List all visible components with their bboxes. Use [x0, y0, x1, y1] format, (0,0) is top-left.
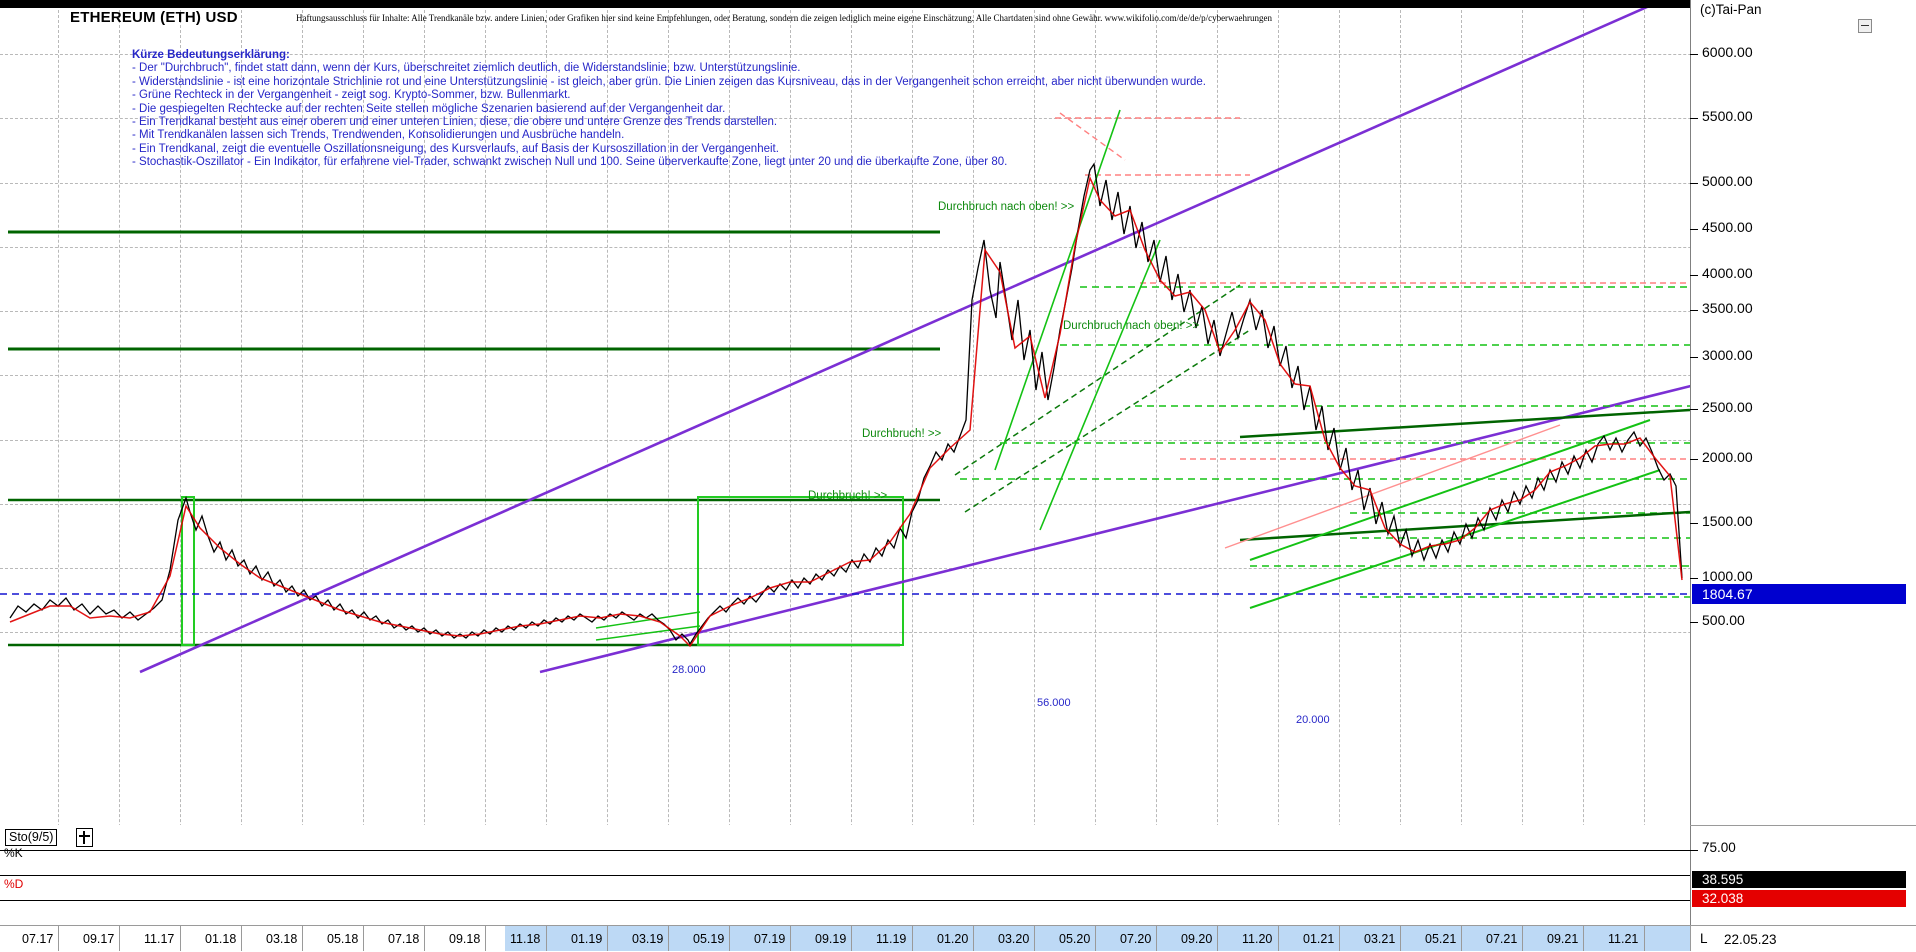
x-tick-5: 05.18 — [327, 932, 359, 946]
legend-line-2: - Grüne Rechteck in der Vergangenheit - … — [132, 89, 571, 102]
x-tick-25: 09.21 — [1547, 932, 1579, 946]
x-tick-22: 03.21 — [1364, 932, 1396, 946]
cursor-marker-label: L — [1700, 931, 1708, 946]
time-axis-selection[interactable] — [505, 926, 1690, 951]
x-tick-23: 05.21 — [1425, 932, 1457, 946]
page-title: ETHEREUM (ETH) USD — [70, 9, 238, 26]
x-tick-24: 07.21 — [1486, 932, 1518, 946]
y-tick-2500: 2500.00 — [1702, 399, 1753, 415]
disclaimer-text: Haftungsausschluss für Inhalte: Alle Tre… — [296, 13, 1273, 23]
x-tick-7: 09.18 — [449, 932, 481, 946]
legend-line-4: - Ein Trendkanal besteht aus einer obere… — [132, 116, 778, 129]
x-tick-10: 03.19 — [632, 932, 664, 946]
indicator-series-d-label: %D — [4, 877, 24, 891]
y-tick-3500: 3500.00 — [1702, 300, 1753, 316]
x-tick-12: 07.19 — [754, 932, 786, 946]
x-tick-13: 09.19 — [815, 932, 847, 946]
x-tick-17: 05.20 — [1059, 932, 1091, 946]
x-tick-1: 09.17 — [83, 932, 115, 946]
legend-heading: Kürze Bedeutungserklärung: — [132, 49, 290, 61]
annotation-volume-2: 56.000 — [1037, 697, 1071, 709]
legend-block: Kürze Bedeutungserklärung: - Der "Durchb… — [132, 49, 1206, 170]
x-tick-8: 11.18 — [510, 932, 541, 946]
annotation-volume-3: 20.000 — [1296, 714, 1330, 726]
cursor-date-label: 22.05.23 — [1724, 932, 1777, 947]
y-tick-1000: 1000.00 — [1702, 568, 1753, 584]
y-tick-5000: 5000.00 — [1702, 173, 1753, 189]
annotation-volume-1: 28.000 — [672, 664, 706, 676]
annotation-breakout-3: Durchbruch! >> — [862, 428, 942, 440]
indicator-panel — [0, 825, 1690, 925]
x-tick-20: 11.20 — [1242, 932, 1273, 946]
legend-line-0: - Der "Durchbruch", findet statt dann, w… — [132, 62, 801, 75]
y-tick-2000: 2000.00 — [1702, 449, 1753, 465]
indicator-expand-button[interactable] — [76, 828, 93, 847]
annotation-breakout-2: Durchbruch nach oben! >> — [1063, 320, 1200, 332]
last-price-badge: 1804.67 — [1692, 584, 1906, 604]
legend-line-7: - Stochastik-Oszillator - Ein Indikator,… — [132, 156, 1008, 169]
price-axis[interactable] — [1690, 0, 1916, 925]
y-tick-4500: 4500.00 — [1702, 219, 1753, 235]
annotation-breakout-1: Durchbruch nach oben! >> — [938, 201, 1075, 213]
x-tick-3: 01.18 — [205, 932, 237, 946]
x-tick-14: 11.19 — [876, 932, 907, 946]
indicator-value-d: 32.038 — [1692, 890, 1906, 907]
legend-line-3: - Die gespiegelten Rechtecke auf der rec… — [132, 102, 726, 115]
x-tick-4: 03.18 — [266, 932, 298, 946]
x-tick-11: 05.19 — [693, 932, 725, 946]
legend-line-5: - Mit Trendkanälen lassen sich Trends, T… — [132, 129, 625, 142]
indicator-value-k: 38.595 — [1692, 871, 1906, 888]
x-tick-9: 01.19 — [571, 932, 603, 946]
indicator-name-label[interactable]: Sto(9/5) — [5, 829, 58, 846]
legend-line-1: - Widerstandslinie - ist eine horizontal… — [132, 75, 1206, 88]
x-tick-19: 09.20 — [1181, 932, 1213, 946]
title-bar — [0, 0, 1690, 8]
y-tick-1500: 1500.00 — [1702, 513, 1753, 529]
price-axis-divider — [1690, 0, 1691, 925]
copyright-label: (c)Tai-Pan — [1700, 2, 1762, 17]
y-tick-5500: 5500.00 — [1702, 108, 1753, 124]
y-tick-3000: 3000.00 — [1702, 347, 1753, 363]
legend-line-6: - Ein Trendkanal, zeigt die eventuelle O… — [132, 142, 779, 155]
y-tick-6000: 6000.00 — [1702, 44, 1753, 60]
annotation-breakout-4: Durchbruch! >> — [808, 490, 888, 502]
x-tick-0: 07.17 — [22, 932, 54, 946]
x-tick-18: 07.20 — [1120, 932, 1152, 946]
y-tick-4000: 4000.00 — [1702, 265, 1753, 281]
x-tick-16: 03.20 — [998, 932, 1030, 946]
x-tick-15: 01.20 — [937, 932, 969, 946]
x-tick-6: 07.18 — [388, 932, 420, 946]
indicator-tick-75: 75.00 — [1702, 840, 1736, 855]
x-tick-21: 01.21 — [1303, 932, 1335, 946]
axis-collapse-button[interactable] — [1858, 19, 1872, 33]
x-tick-2: 11.17 — [144, 932, 175, 946]
y-tick-500: 500.00 — [1702, 612, 1745, 628]
x-tick-26: 11.21 — [1608, 932, 1639, 946]
indicator-series-k-label: %K — [4, 846, 23, 860]
